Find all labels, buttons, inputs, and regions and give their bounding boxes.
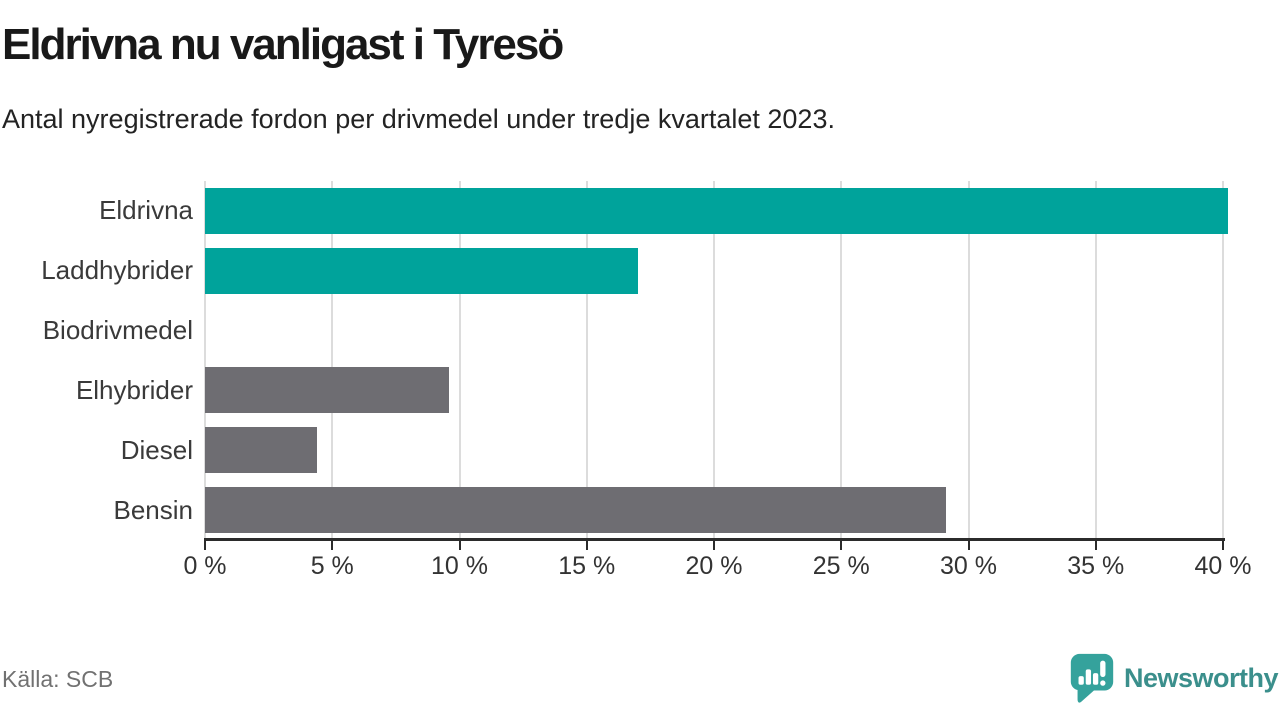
bar-row: Diesel: [0, 420, 1223, 480]
category-label: Eldrivna: [99, 195, 193, 226]
gridline: [204, 181, 206, 540]
category-label: Laddhybrider: [41, 255, 193, 286]
gridline: [840, 181, 843, 540]
gridline: [585, 181, 588, 540]
bar-track: [205, 487, 1223, 534]
category-label: Elhybrider: [75, 374, 193, 405]
x-tick-mark: [585, 541, 588, 550]
x-tick-mark: [840, 541, 843, 550]
bar-track: [205, 367, 1223, 414]
x-tick-label: 40 %: [1194, 552, 1252, 580]
x-tick-label: 15 %: [558, 552, 616, 580]
x-tick-label: 10 %: [431, 552, 488, 580]
page-title: Eldrivna nu vanligast i Tyresö: [2, 20, 564, 69]
bar-laddhybrider: [205, 247, 638, 294]
bar-chart: Eldrivna Laddhybrider Biodrivmedel Elhybrid…: [0, 181, 1229, 540]
x-tick-label: 0 %: [183, 552, 227, 580]
bar-track: [205, 308, 1223, 354]
x-tick-mark: [967, 541, 970, 550]
bar-track: [205, 427, 1223, 474]
x-tick-label: 20 %: [685, 552, 743, 580]
category-label: Diesel: [120, 434, 193, 465]
bar-eldrivna: [205, 187, 1229, 234]
x-tick-label: 30 %: [940, 552, 997, 580]
x-axis-line: [204, 538, 1225, 541]
gridline: [967, 181, 970, 540]
newsworthy-logo: Newsworthy: [1068, 651, 1279, 705]
x-tick-label: 5 %: [310, 552, 354, 580]
gridline: [331, 181, 334, 540]
plot-area: [204, 181, 1224, 540]
bar-row: Eldrivna: [0, 181, 1229, 241]
x-tick-mark: [713, 541, 715, 550]
x-tick-mark: [1222, 541, 1224, 550]
newsworthy-logo-text: Newsworthy: [1124, 662, 1279, 693]
bar-track: [205, 187, 1229, 234]
bar-elhybrider: [205, 367, 450, 414]
gridline: [713, 181, 715, 540]
source-label: Källa: SCB: [2, 666, 114, 692]
newsworthy-logo-icon: [1070, 653, 1114, 703]
x-tick-label: 25 %: [812, 552, 870, 580]
category-label: Biodrivmedel: [42, 315, 193, 346]
x-tick-mark: [1094, 541, 1097, 550]
bar-bensin: [205, 487, 946, 534]
bar-row: Biodrivmedel: [0, 301, 1223, 361]
bar-diesel: [205, 427, 317, 474]
gridline: [1222, 181, 1224, 540]
x-axis-ticks: 0 % 5 % 10 % 15 % 20 % 25 % 30 % 35 % 40 %: [183, 541, 1251, 581]
category-label: Bensin: [113, 494, 194, 525]
x-tick-mark: [458, 541, 461, 550]
bar-rows: Eldrivna Laddhybrider Biodrivmedel Elhybrid…: [0, 181, 1229, 540]
bar-row: Elhybrider: [0, 360, 1223, 420]
bar-row: Bensin: [0, 480, 1223, 540]
x-tick-mark: [204, 541, 206, 550]
bar-track: [205, 247, 1223, 294]
page-subtitle: Antal nyregistrerade fordon per drivmede…: [2, 104, 835, 134]
x-tick-label: 35 %: [1067, 552, 1125, 580]
x-tick-mark: [331, 541, 334, 550]
gridline: [1094, 181, 1097, 540]
bar-row: Laddhybrider: [0, 241, 1223, 301]
gridline: [458, 181, 461, 540]
